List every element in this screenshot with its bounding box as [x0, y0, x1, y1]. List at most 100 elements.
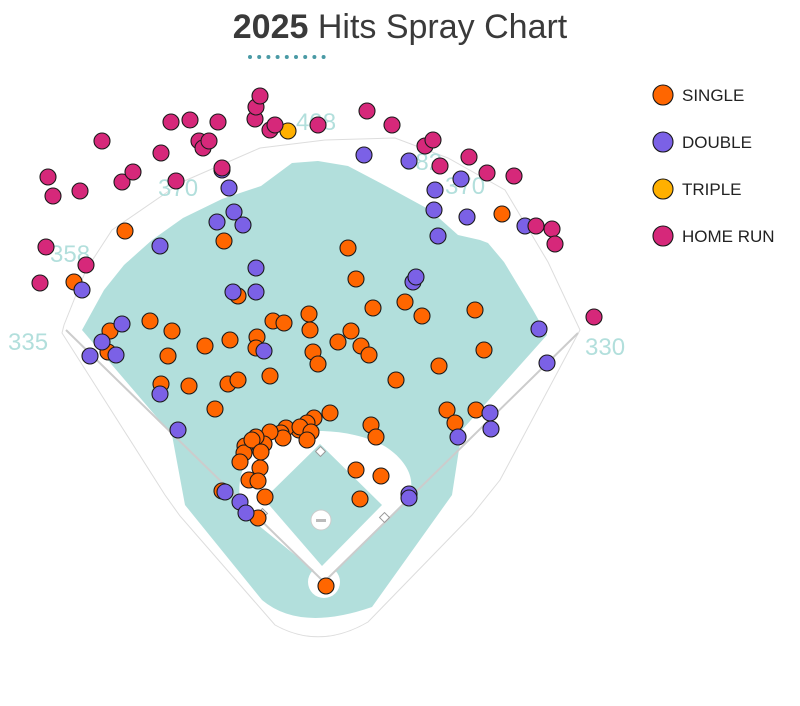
right-foul-line	[323, 332, 579, 583]
single-marker	[413, 307, 431, 325]
double-marker	[530, 320, 548, 338]
single-marker	[163, 322, 181, 340]
single-marker	[141, 312, 159, 330]
double-marker	[538, 354, 556, 372]
double-marker	[113, 315, 131, 333]
single-marker	[231, 453, 249, 471]
title-underline-dot	[312, 55, 317, 59]
home-run-marker	[431, 157, 449, 175]
single-marker	[475, 341, 493, 359]
title-underline-dot	[303, 55, 308, 59]
single-marker	[229, 371, 247, 389]
home-run-marker	[162, 113, 180, 131]
legend-swatch-triple	[652, 178, 674, 200]
pitching-rubber	[316, 519, 326, 522]
legend-swatch-double	[652, 131, 674, 153]
home-run-marker	[546, 235, 564, 253]
single-marker	[215, 232, 233, 250]
single-marker	[329, 333, 347, 351]
single-marker	[364, 299, 382, 317]
home-run-marker	[93, 132, 111, 150]
home-run-marker	[309, 116, 327, 134]
home-run-marker	[200, 132, 218, 150]
single-marker	[367, 428, 385, 446]
title-underline-dot	[257, 55, 262, 59]
single-marker	[438, 401, 456, 419]
double-marker	[425, 201, 443, 219]
single-marker	[347, 270, 365, 288]
home-run-marker	[383, 116, 401, 134]
single-marker	[301, 321, 319, 339]
single-marker	[493, 205, 511, 223]
double-marker	[452, 170, 470, 188]
second-base	[314, 445, 327, 458]
single-marker	[249, 472, 267, 490]
single-marker	[275, 314, 293, 332]
home-run-marker	[527, 217, 545, 235]
single-marker	[252, 443, 270, 461]
home-run-marker	[152, 144, 170, 162]
double-marker	[208, 213, 226, 231]
home-run-marker	[505, 167, 523, 185]
double-marker	[81, 347, 99, 365]
double-marker	[407, 268, 425, 286]
double-marker	[247, 259, 265, 277]
single-marker	[351, 490, 369, 508]
single-marker	[221, 331, 239, 349]
outer-wall	[61, 137, 581, 638]
single-marker	[206, 400, 224, 418]
single-marker	[387, 371, 405, 389]
title-underline-dots	[248, 55, 326, 59]
single-marker	[339, 239, 357, 257]
double-marker	[449, 428, 467, 446]
double-marker	[220, 179, 238, 197]
double-marker	[247, 283, 265, 301]
legend-label-home-run: HOME RUN	[682, 227, 775, 246]
chart-title: 2025 Hits Spray Chart	[0, 8, 800, 47]
single-marker	[347, 461, 365, 479]
single-marker	[261, 367, 279, 385]
double-marker	[224, 283, 242, 301]
title-text: Hits Spray Chart	[317, 8, 568, 46]
single-marker	[300, 305, 318, 323]
home-run-marker	[424, 131, 442, 149]
double-marker	[255, 342, 273, 360]
single-marker	[446, 414, 464, 432]
home-run-marker	[478, 164, 496, 182]
double-marker	[481, 404, 499, 422]
single-marker	[321, 404, 339, 422]
hit-markers	[31, 87, 603, 595]
title-underline-dot	[321, 55, 326, 59]
double-marker	[225, 203, 243, 221]
home-run-marker	[77, 256, 95, 274]
legend-label-triple: TRIPLE	[682, 180, 742, 199]
single-marker	[342, 322, 360, 340]
double-marker	[400, 152, 418, 170]
home-run-marker	[213, 159, 231, 177]
single-marker	[317, 577, 335, 595]
distance-label-right-line: 330	[585, 334, 625, 361]
home-run-marker	[44, 187, 62, 205]
legend-swatch-home-run	[652, 225, 674, 247]
home-run-marker	[543, 220, 561, 238]
home-run-marker	[209, 113, 227, 131]
single-marker	[360, 346, 378, 364]
home-run-marker	[37, 238, 55, 256]
double-marker	[216, 483, 234, 501]
single-marker	[243, 431, 261, 449]
legend-label-single: SINGLE	[682, 86, 744, 105]
single-marker	[159, 347, 177, 365]
single-marker	[309, 355, 327, 373]
single-marker	[467, 401, 485, 419]
home-run-marker	[167, 172, 185, 190]
double-marker	[151, 237, 169, 255]
distance-label-left-line: 335	[8, 329, 48, 356]
title-underline-dot	[294, 55, 298, 59]
infield-grass	[264, 444, 382, 566]
home-run-marker	[124, 163, 142, 181]
legend-swatch-single	[652, 84, 674, 106]
home-run-marker	[460, 148, 478, 166]
home-run-marker	[251, 87, 269, 105]
home-run-marker	[39, 168, 57, 186]
